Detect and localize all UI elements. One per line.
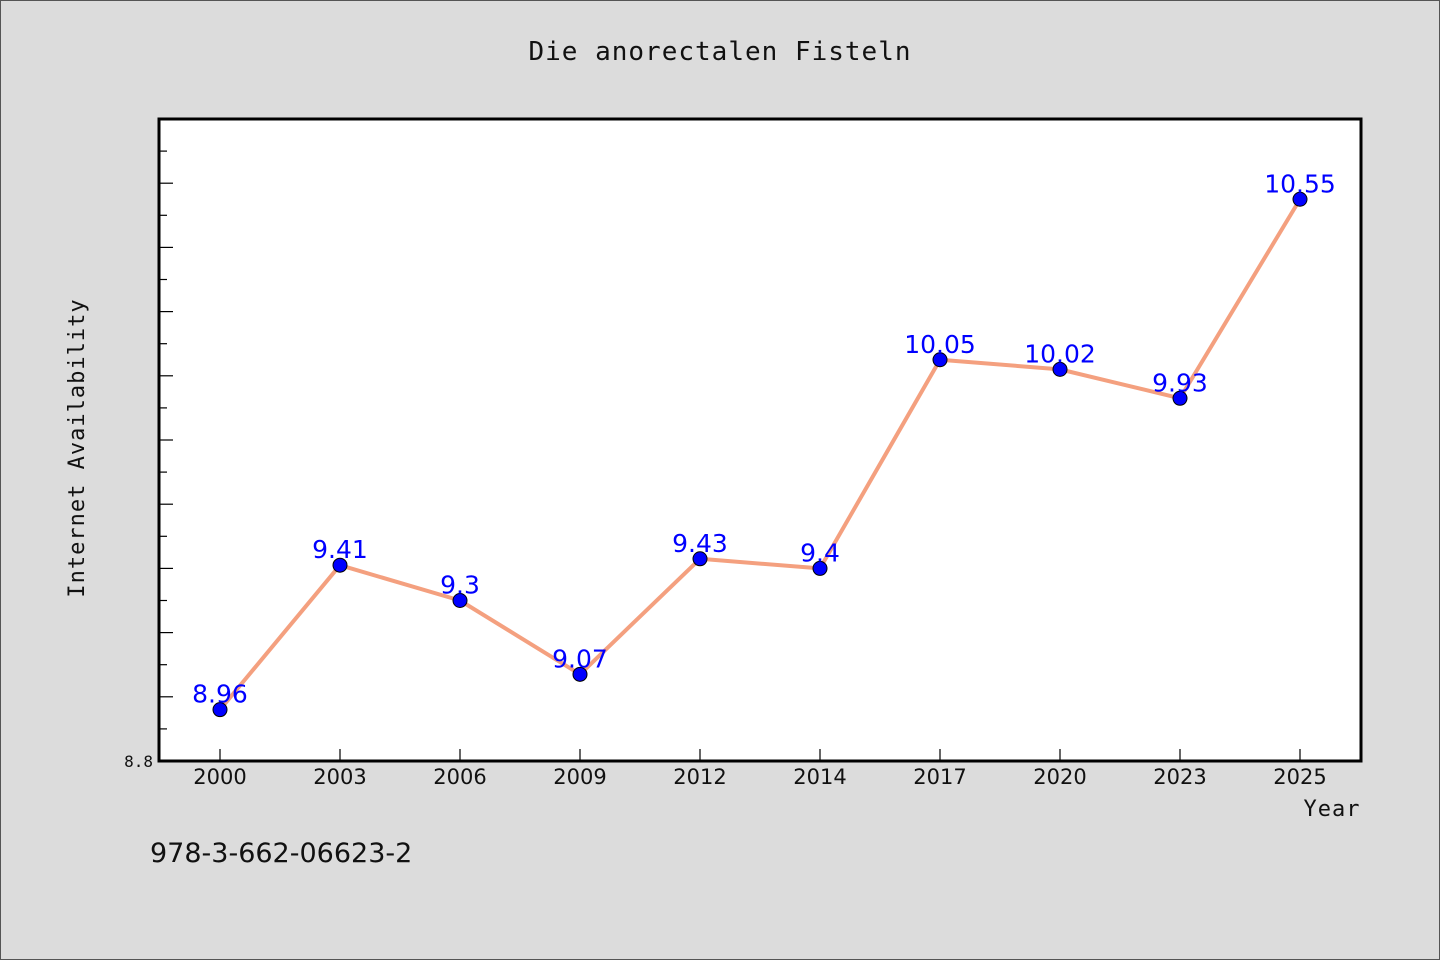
- data-label: 9.4: [800, 538, 840, 567]
- data-label: 10.55: [1264, 169, 1336, 198]
- x-tick-label: 2023: [1153, 765, 1206, 789]
- data-label: 10.02: [1024, 339, 1096, 368]
- x-tick-label: 2003: [313, 765, 366, 789]
- y-axis-ticks: 8.8: [124, 118, 173, 771]
- x-tick-label: 2025: [1273, 765, 1326, 789]
- x-tick-label: 2009: [553, 765, 606, 789]
- data-label: 9.07: [552, 644, 608, 673]
- data-labels: 8.96 9.41 9.3 9.07 9.43 9.4 10.05 10.02 9.93 10.5…: [192, 169, 1336, 708]
- data-label: 9.43: [672, 529, 728, 558]
- y-tick-label: 8.8: [124, 752, 153, 771]
- data-point: [452, 593, 468, 608]
- data-point: [1172, 390, 1188, 406]
- data-label: 9.93: [1152, 368, 1208, 397]
- footnote-isbn: 978-3-662-06623-2: [150, 838, 412, 869]
- data-markers: [212, 191, 1308, 718]
- data-point: [1052, 361, 1068, 377]
- x-tick-label: 2012: [673, 765, 726, 789]
- data-label: 9.41: [312, 535, 368, 564]
- x-tick-label: 2006: [433, 765, 486, 789]
- x-axis-ticks: 2000 2003 2006 2009 2012 2014 2017 2020 2023 2025: [193, 749, 1327, 789]
- x-tick-label: 2014: [793, 765, 846, 789]
- data-point: [932, 352, 948, 368]
- chart-title: Die anorectalen Fisteln: [528, 37, 911, 67]
- data-point: [572, 666, 588, 682]
- plot-area: [157, 117, 1363, 763]
- x-tick-label: 2000: [193, 765, 246, 789]
- data-point: [692, 551, 708, 567]
- data-label: 9.3: [440, 571, 480, 600]
- data-point: [212, 702, 228, 718]
- data-label: 10.05: [904, 330, 976, 359]
- x-axis-label: Year: [1304, 797, 1361, 822]
- x-tick-label: 2020: [1033, 765, 1086, 789]
- data-label: 8.96: [192, 680, 248, 709]
- x-tick-label: 2017: [913, 765, 966, 789]
- series-line: [218, 198, 1302, 711]
- y-axis-label: Internet Availability: [65, 298, 90, 597]
- data-point: [332, 557, 348, 573]
- data-point: [812, 560, 828, 576]
- data-point: [1292, 191, 1308, 207]
